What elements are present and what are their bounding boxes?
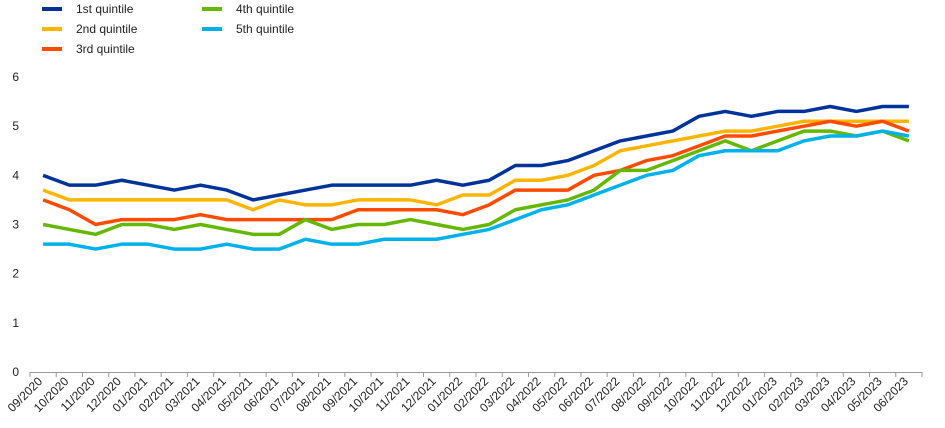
legend-swatch-3rd-quintile xyxy=(42,47,62,51)
legend-item-1st-quintile: 1st quintile xyxy=(42,2,133,16)
series-line-5th-quintile xyxy=(43,129,910,251)
series-line-1st-quintile xyxy=(42,104,909,202)
y-tick-label: 2 xyxy=(12,267,19,281)
y-tick-label: 4 xyxy=(12,168,19,182)
legend-label-5th-quintile: 5th quintile xyxy=(236,22,295,36)
y-tick-label: 1 xyxy=(12,316,19,330)
legend-swatch-1st-quintile xyxy=(42,7,62,11)
series-line-4th-quintile xyxy=(42,129,910,237)
legend-label-4th-quintile: 4th quintile xyxy=(236,2,295,16)
legend-label-2nd-quintile: 2nd quintile xyxy=(76,22,138,36)
series-line-3rd-quintile xyxy=(42,119,910,227)
legend-item-5th-quintile: 5th quintile xyxy=(202,22,294,36)
legend-swatch-4th-quintile xyxy=(202,7,222,11)
legend-label-1st-quintile: 1st quintile xyxy=(76,2,134,16)
y-tick-label: 5 xyxy=(12,119,19,133)
legend-swatch-2nd-quintile xyxy=(42,27,62,31)
legend-item-3rd-quintile: 3rd quintile xyxy=(42,42,135,56)
series-line-2nd-quintile xyxy=(42,119,909,212)
legend-item-4th-quintile: 4th quintile xyxy=(202,2,294,16)
y-tick-label: 3 xyxy=(12,218,19,232)
y-tick-label: 0 xyxy=(12,365,19,379)
legend-item-2nd-quintile: 2nd quintile xyxy=(42,22,137,36)
y-tick-label: 6 xyxy=(12,70,19,84)
legend-label-3rd-quintile: 3rd quintile xyxy=(76,42,135,56)
chart-legend: 1st quintile 2nd quintile 3rd quintile 4… xyxy=(0,0,945,60)
legend-swatch-5th-quintile xyxy=(202,27,222,31)
